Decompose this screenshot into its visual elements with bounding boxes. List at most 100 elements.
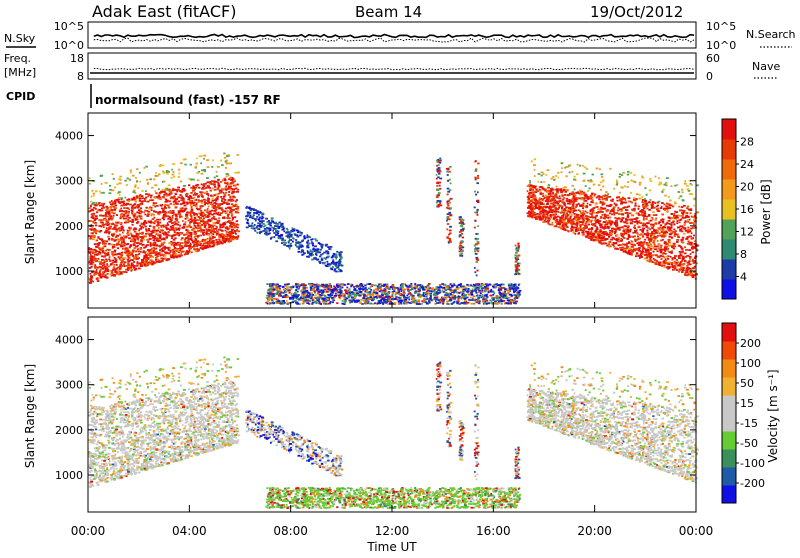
power-cell bbox=[174, 232, 177, 234]
nave-series bbox=[94, 68, 694, 69]
power-cell bbox=[663, 261, 665, 263]
power-cell bbox=[534, 199, 537, 201]
power-cell bbox=[228, 207, 231, 209]
power-cell bbox=[112, 262, 114, 264]
power-cell bbox=[621, 244, 624, 246]
power-cell bbox=[540, 175, 542, 177]
power-cell bbox=[207, 166, 210, 168]
power-cell bbox=[119, 222, 122, 224]
power-cell bbox=[141, 211, 143, 213]
power-cell bbox=[109, 206, 112, 208]
power-cell bbox=[130, 266, 132, 268]
power-cell bbox=[199, 225, 201, 227]
power-cell bbox=[94, 243, 97, 245]
power-cell bbox=[198, 208, 201, 210]
power-cell bbox=[195, 185, 198, 187]
power-cell bbox=[669, 205, 671, 207]
power-cell bbox=[530, 200, 533, 202]
power-cell bbox=[136, 216, 138, 218]
power-cell bbox=[121, 254, 124, 256]
power-cell bbox=[638, 198, 641, 200]
power-cell bbox=[627, 206, 629, 208]
power-cell bbox=[674, 265, 677, 267]
power-cell bbox=[133, 243, 135, 245]
power-cell bbox=[155, 248, 157, 250]
power-cell bbox=[642, 225, 645, 227]
power-cell bbox=[131, 213, 133, 215]
power-cell bbox=[190, 226, 192, 228]
power-cell bbox=[139, 200, 141, 202]
power-cell bbox=[149, 199, 152, 201]
power-cell bbox=[221, 233, 223, 235]
power-cell bbox=[606, 205, 608, 207]
power-cell bbox=[673, 223, 675, 225]
power-cell bbox=[666, 184, 668, 186]
power-cell bbox=[126, 207, 129, 209]
power-cell bbox=[104, 182, 107, 184]
power-cell bbox=[100, 239, 103, 241]
power-cell bbox=[229, 189, 231, 191]
power-cell bbox=[571, 228, 573, 230]
power-cell bbox=[578, 230, 580, 232]
power-cell bbox=[97, 278, 99, 280]
power-cell bbox=[657, 210, 659, 212]
power-cell bbox=[124, 222, 127, 224]
power-cell bbox=[563, 219, 566, 221]
power-cell bbox=[115, 205, 117, 207]
power-cell bbox=[213, 194, 215, 196]
power-cell bbox=[174, 223, 176, 225]
power-cell bbox=[663, 232, 666, 234]
power-cell bbox=[549, 224, 551, 226]
power-cell bbox=[650, 245, 653, 247]
power-cell bbox=[237, 172, 240, 174]
power-cell bbox=[126, 243, 128, 245]
power-cell bbox=[673, 269, 676, 271]
power-cell bbox=[129, 204, 132, 206]
power-cell bbox=[109, 192, 112, 194]
power-cell bbox=[642, 228, 645, 230]
power-cell bbox=[613, 206, 616, 208]
power-cell bbox=[626, 222, 629, 224]
power-cell bbox=[198, 201, 201, 203]
power-cell bbox=[95, 205, 97, 207]
power-cell bbox=[205, 199, 208, 201]
power-cell bbox=[660, 227, 662, 229]
power-cell bbox=[182, 198, 185, 200]
power-cell bbox=[636, 252, 638, 254]
power-cell bbox=[532, 186, 535, 188]
power-cell bbox=[91, 214, 93, 216]
power-cell bbox=[667, 243, 669, 245]
power-cell bbox=[571, 171, 573, 173]
power-cell bbox=[542, 218, 544, 220]
power-cell bbox=[159, 234, 162, 236]
power-cell bbox=[91, 255, 93, 257]
power-cell bbox=[586, 236, 588, 238]
nsky-series bbox=[94, 35, 694, 38]
power-cell bbox=[592, 215, 594, 217]
power-cell bbox=[687, 219, 689, 221]
power-cell bbox=[102, 215, 105, 217]
power-cell bbox=[227, 241, 230, 243]
power-cell bbox=[546, 203, 549, 205]
power-cell bbox=[569, 171, 571, 173]
power-cell bbox=[230, 196, 232, 198]
power-cell bbox=[612, 237, 614, 239]
power-cell bbox=[632, 221, 634, 223]
power-cell bbox=[601, 243, 603, 245]
power-cell bbox=[228, 217, 231, 219]
power-cell bbox=[114, 271, 117, 273]
power-cell bbox=[190, 233, 192, 235]
power-cell bbox=[200, 231, 202, 233]
power-cell bbox=[138, 235, 140, 237]
power-cell bbox=[153, 248, 155, 250]
power-cell bbox=[635, 254, 638, 256]
power-cell bbox=[555, 208, 558, 210]
power-cell bbox=[219, 204, 221, 206]
power-cell bbox=[685, 221, 687, 223]
power-cell bbox=[617, 227, 619, 229]
power-cell bbox=[226, 163, 229, 165]
power-cell bbox=[93, 195, 95, 197]
power-cell bbox=[633, 181, 636, 183]
power-cell bbox=[225, 167, 227, 169]
